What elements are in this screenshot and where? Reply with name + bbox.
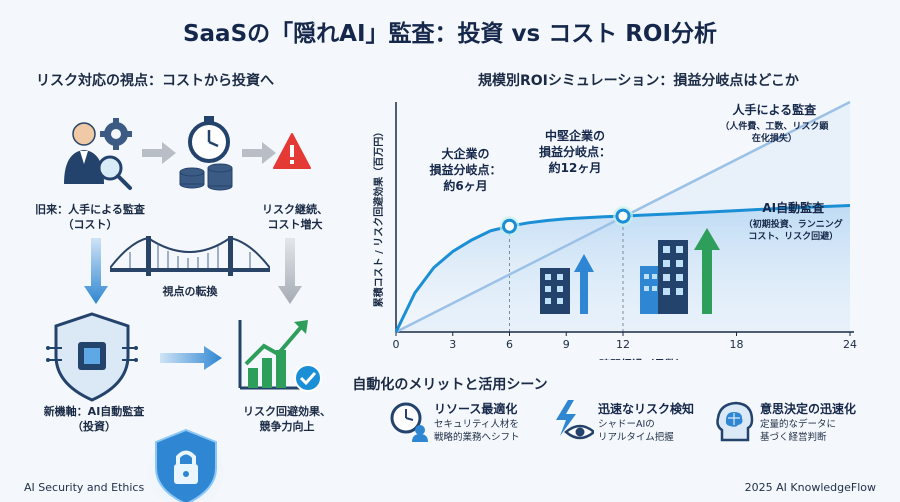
benefit-detection: 迅速なリスク検知 シャドーAIの リアルタイム把握 <box>552 398 712 448</box>
old-method-label: 旧来：人手による監査 （コスト） <box>35 203 145 231</box>
benefit-desc: シャドーAIの リアルタイム把握 <box>598 419 674 443</box>
left-section-title: リスク対応の視点：コストから投資へ <box>36 73 274 89</box>
ai-shield-chip-icon <box>46 312 138 402</box>
brain-head-icon <box>716 401 754 442</box>
benefit-decision: 意思決定の迅速化 定量的なデータに 基づく経営判断 <box>714 398 874 448</box>
roi-chart: 0 3 6 9 12 18 24 時間経過（月数） 累積コスト / リスク回避効果（百万円） 大… <box>372 100 857 360</box>
benefits-title: 自動化のメリットと活用シーン <box>352 377 548 393</box>
human-auditor-icon <box>64 118 132 190</box>
small-building-icon <box>540 254 594 314</box>
clock-person-icon <box>390 402 428 442</box>
arrow-right-icon <box>242 142 276 164</box>
stopwatch-coins-icon <box>179 116 233 191</box>
arrow-down-icon <box>84 238 108 304</box>
arrow-right-icon <box>160 346 222 370</box>
annotation-large-enterprise: 大企業の損益分岐点：約6ヶ月 <box>429 146 501 193</box>
x-tick-label: 9 <box>563 338 570 351</box>
benefit-title: リソース最適化 <box>434 402 518 416</box>
series-sublabel-ai: （初期投資、ランニングコスト、リスク回避） <box>744 218 843 242</box>
benefit-resource: リソース最適化 セキュリティ人材を 戦略的業務へシフト <box>388 398 548 448</box>
breakeven-point <box>502 218 517 234</box>
footer-right: 2025 AI KnowledgeFlow <box>744 481 876 494</box>
series-label-human: 人手による監査 <box>733 102 818 117</box>
series-sublabel-human: （人件費、工数、リスク顕在化損失） <box>720 120 829 144</box>
y-axis-label: 累積コスト / リスク回避効果（百万円） <box>372 127 385 308</box>
chart-title: 規模別ROIシミュレーション：損益分岐点はどこか <box>478 73 799 89</box>
arrow-right-icon <box>142 142 176 164</box>
page-title: SaaSの「隠れAI」監査：投資 vs コスト ROI分析 <box>182 21 718 47</box>
benefit-title: 迅速なリスク検知 <box>598 402 695 416</box>
arrow-down-icon <box>278 238 302 304</box>
footer-left: AI Security and Ethics <box>24 481 145 494</box>
x-tick-label: 3 <box>449 338 456 351</box>
large-building-icon <box>640 228 720 314</box>
risk-continue-label: リスク継続、 コスト増大 <box>262 203 328 231</box>
series-line-ai <box>394 204 851 333</box>
x-tick-label: 0 <box>393 338 400 351</box>
annotation-mid-enterprise: 中堅企業の損益分岐点：約12ヶ月 <box>539 128 611 175</box>
breakeven-point <box>615 208 631 224</box>
x-tick-label: 6 <box>506 338 513 351</box>
growth-chart-icon <box>238 320 322 392</box>
benefit-desc: セキュリティ人材を 戦略的業務へシフト <box>434 419 520 443</box>
lightning-eye-icon <box>556 400 594 440</box>
warning-icon <box>273 133 311 169</box>
x-tick-label: 18 <box>730 338 744 351</box>
series-label-ai: AI自動監査 <box>762 200 825 215</box>
x-axis-label: 時間経過（月数） <box>599 357 687 360</box>
x-tick-label: 24 <box>843 338 857 351</box>
bridge-label: 視点の転換 <box>162 285 218 298</box>
bridge-icon <box>110 236 270 276</box>
lock-shield-icon <box>148 428 224 502</box>
benefit-title: 意思決定の迅速化 <box>760 402 857 416</box>
benefit-desc: 定量的なデータに 基づく経営判断 <box>760 419 837 443</box>
x-tick-label: 12 <box>616 338 630 351</box>
new-method-label: 新機軸：AI自動監査 （投資） <box>43 405 145 433</box>
result-label: リスク回避効果、 競争力向上 <box>243 405 331 433</box>
